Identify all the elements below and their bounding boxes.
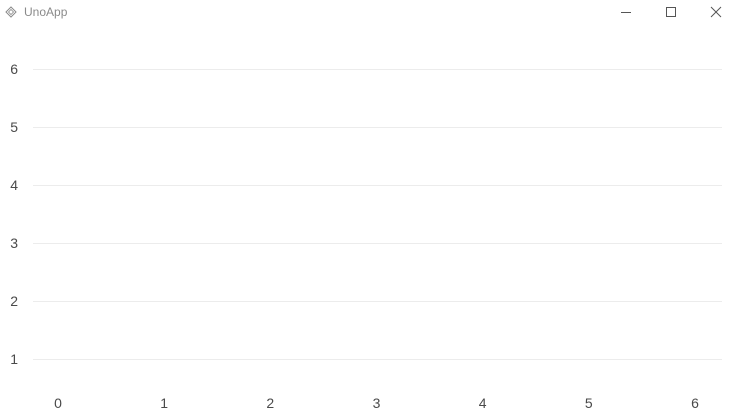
y-tick-label: 5 — [10, 119, 18, 135]
y-tick-label: 4 — [10, 177, 18, 193]
chart: 1 2 3 4 5 6 0 1 2 3 4 5 6 — [0, 24, 735, 413]
x-tick-label: 4 — [479, 395, 487, 411]
y-tick-label: 1 — [10, 351, 18, 367]
window-title: UnoApp — [24, 5, 68, 19]
minimize-button[interactable] — [604, 0, 648, 24]
x-tick-label: 2 — [266, 395, 274, 411]
x-tick-label: 5 — [585, 395, 593, 411]
x-tick-label: 1 — [160, 395, 168, 411]
maximize-icon — [665, 6, 677, 18]
title-bar[interactable]: UnoApp — [0, 0, 735, 24]
x-tick-label: 0 — [54, 395, 62, 411]
close-icon — [710, 6, 722, 18]
y-tick-label: 2 — [10, 293, 18, 309]
x-tick-label: 6 — [691, 395, 699, 411]
uno-diamond-icon — [5, 5, 17, 18]
y-tick-label: 3 — [10, 235, 18, 251]
y-tick-labels: 1 2 3 4 5 6 — [10, 61, 18, 367]
gridlines — [33, 69, 722, 360]
close-button[interactable] — [694, 0, 735, 24]
maximize-button[interactable] — [649, 0, 693, 24]
y-tick-label: 6 — [10, 61, 18, 77]
chart-canvas: 1 2 3 4 5 6 0 1 2 3 4 5 6 — [10, 61, 722, 411]
minimize-icon — [620, 6, 632, 18]
x-tick-label: 3 — [373, 395, 381, 411]
x-tick-labels: 0 1 2 3 4 5 6 — [54, 395, 699, 411]
